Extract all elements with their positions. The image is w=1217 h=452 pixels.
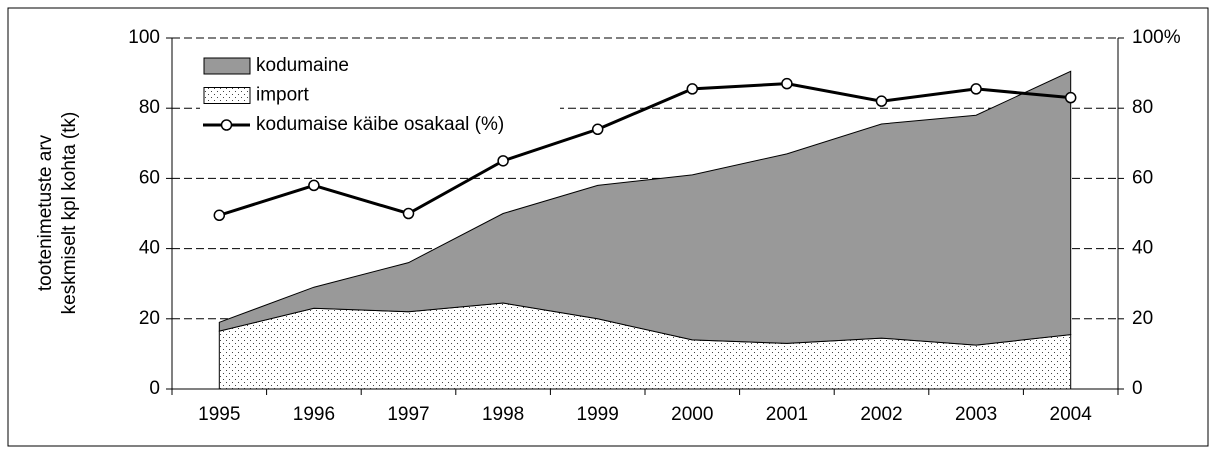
marker	[970, 83, 982, 95]
y-tick-label: 60	[139, 167, 160, 188]
legend-label: import	[256, 85, 310, 106]
legend-label: kodumaine	[256, 55, 349, 76]
legend-swatch	[203, 87, 251, 104]
marker	[308, 179, 320, 192]
marker	[1064, 91, 1077, 104]
x-tick-label: 2002	[860, 404, 902, 425]
legend-swatch	[203, 57, 251, 75]
y-tick-label: 80	[139, 97, 160, 118]
x-tick-label: 1995	[198, 404, 240, 425]
legend-label: kodumaise käibe osakaal (%)	[256, 114, 504, 135]
area	[218, 70, 1072, 346]
x-tick-label: 2003	[955, 404, 997, 425]
y2-tick-label: 40	[1132, 238, 1153, 259]
x-tick-label: 2001	[766, 404, 808, 425]
x-tick-label: 1997	[387, 404, 429, 425]
y-tick-label: 100	[128, 27, 160, 48]
y-axis-label: tootenimetuste arv	[35, 134, 56, 291]
line	[218, 82, 1071, 217]
marker	[686, 83, 699, 95]
marker	[875, 95, 888, 107]
legend-swatch	[220, 119, 233, 131]
x-tick-label: 1999	[577, 404, 619, 425]
y2-tick-label: 80	[1132, 97, 1153, 118]
y-tick-label: 20	[139, 308, 160, 329]
y-axis-label: keskmiselt kpl kohta (tk)	[59, 112, 80, 315]
marker	[497, 155, 509, 167]
y2-tick-label: 100%	[1132, 27, 1181, 48]
marker	[781, 77, 793, 90]
x-tick-label: 2000	[671, 404, 713, 425]
y2-tick-label: 20	[1132, 308, 1153, 329]
marker	[591, 123, 604, 136]
legend-background	[200, 50, 560, 140]
y-tick-label: 0	[149, 378, 160, 399]
x-tick-label: 1996	[293, 404, 335, 425]
y2-tick-label: 60	[1132, 167, 1153, 188]
y-tick-label: 40	[139, 238, 160, 259]
x-tick-label: 2004	[1050, 404, 1093, 425]
y2-tick-label: 0	[1132, 378, 1143, 399]
marker	[402, 207, 415, 220]
x-tick-label: 1998	[482, 404, 524, 425]
marker	[213, 209, 226, 222]
